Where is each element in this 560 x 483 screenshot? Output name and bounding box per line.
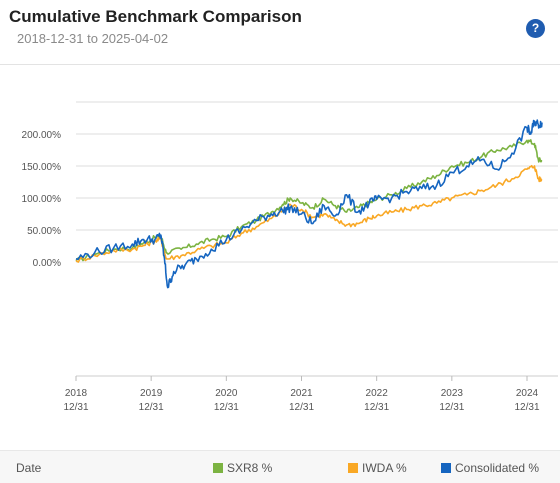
y-tick-label: 200.00%	[22, 130, 62, 141]
x-tick-year: 2024	[516, 388, 539, 399]
y-axis-ticks: 0.00% 50.00% 100.00% 150.00% 200.00%	[22, 130, 62, 269]
x-tick-day: 12/31	[63, 402, 88, 413]
x-tick-year: 2023	[441, 388, 464, 399]
legend-item-iwda[interactable]: IWDA %	[348, 461, 407, 475]
legend-label-consolidated: Consolidated %	[455, 461, 540, 475]
chart-header: Cumulative Benchmark Comparison 2018-12-…	[0, 0, 560, 62]
grid-layer	[76, 101, 558, 263]
x-tick-day: 12/31	[514, 402, 539, 413]
series-line-consolidated	[75, 119, 543, 289]
x-axis-ticks: 2018 12/31 2019 12/31 2020 12/31 2021 12/31 2022…	[63, 375, 558, 413]
x-tick-year: 2021	[290, 388, 313, 399]
date-range-subtitle: 2018-12-31 to 2025-04-02	[17, 31, 169, 46]
x-tick-year: 2020	[215, 388, 238, 399]
benchmark-line-chart: 0.00% 50.00% 100.00% 150.00% 200.00% 2018 12/…	[22, 101, 558, 413]
series-line-iwda	[75, 164, 543, 263]
x-tick-year: 2022	[366, 388, 389, 399]
help-icon[interactable]: ?	[526, 19, 545, 38]
x-tick-day: 12/31	[439, 402, 464, 413]
chart-title: Cumulative Benchmark Comparison	[9, 7, 302, 26]
x-tick-day: 12/31	[364, 402, 389, 413]
legend-swatch-consolidated	[441, 463, 451, 473]
legend-swatch-sxr8	[213, 463, 223, 473]
x-tick-day: 12/31	[139, 402, 164, 413]
x-tick-day: 12/31	[289, 402, 314, 413]
legend-label-iwda: IWDA %	[362, 461, 407, 475]
legend-label-sxr8: SXR8 %	[227, 461, 273, 475]
x-axis-label: Date	[16, 461, 42, 475]
x-tick-year: 2019	[140, 388, 163, 399]
y-tick-label: 0.00%	[33, 258, 61, 269]
y-tick-label: 100.00%	[22, 194, 62, 205]
header-divider	[0, 64, 560, 65]
series-layer	[75, 119, 543, 289]
x-tick-day: 12/31	[214, 402, 239, 413]
x-tick-year: 2018	[65, 388, 88, 399]
legend-swatch-iwda	[348, 463, 358, 473]
chart-footer: Date SXR8 % IWDA % Consolidated %	[0, 450, 560, 483]
y-tick-label: 50.00%	[27, 226, 61, 237]
y-tick-label: 150.00%	[22, 162, 62, 173]
legend-item-sxr8[interactable]: SXR8 %	[213, 461, 272, 475]
legend-item-consolidated[interactable]: Consolidated %	[441, 461, 539, 475]
